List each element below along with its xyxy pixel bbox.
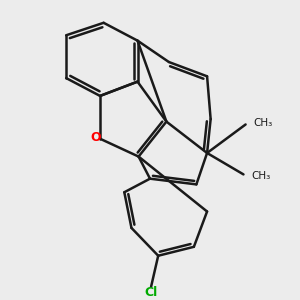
Text: CH₃: CH₃ bbox=[251, 171, 271, 181]
Text: O: O bbox=[90, 130, 101, 144]
Text: CH₃: CH₃ bbox=[254, 118, 273, 128]
Text: Cl: Cl bbox=[144, 286, 158, 299]
